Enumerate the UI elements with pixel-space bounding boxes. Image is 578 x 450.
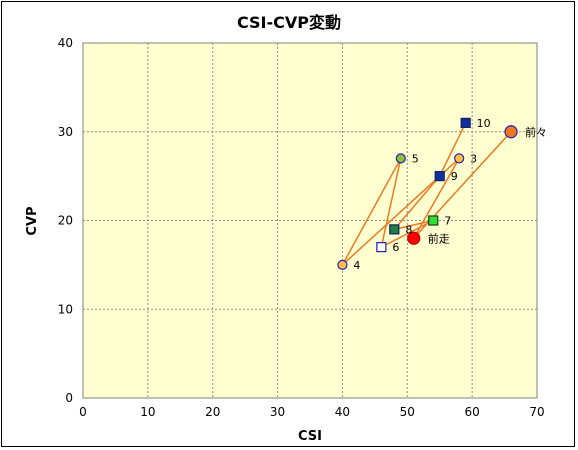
y-tick-label: 40	[58, 36, 73, 50]
x-tick-label: 30	[270, 405, 285, 419]
data-label: 7	[444, 215, 451, 228]
chart-title: CSI-CVP変動	[237, 13, 341, 32]
x-tick-label: 0	[79, 405, 87, 419]
data-point	[389, 224, 400, 235]
x-tick-label: 70	[529, 405, 544, 419]
data-point	[337, 259, 348, 270]
y-tick-label: 30	[58, 125, 73, 139]
y-tick-label: 20	[58, 214, 73, 228]
data-label: 6	[392, 241, 399, 254]
y-tick-label: 10	[58, 302, 73, 316]
data-label: 10	[477, 117, 491, 130]
data-point	[407, 231, 421, 245]
data-points	[337, 117, 518, 270]
y-tick-label: 0	[65, 391, 73, 405]
data-label: 3	[470, 152, 477, 165]
x-tick-label: 10	[140, 405, 155, 419]
data-point	[460, 117, 471, 128]
data-label: 前々	[525, 125, 547, 139]
x-tick-label: 40	[335, 405, 350, 419]
series-path	[341, 122, 512, 266]
data-label: 4	[353, 259, 360, 272]
data-point	[428, 215, 439, 226]
data-label: 前走	[428, 231, 450, 245]
x-tick-label: 60	[465, 405, 480, 419]
data-label: 9	[451, 170, 458, 183]
data-label: 5	[412, 152, 419, 165]
grid	[83, 43, 537, 398]
data-label: 8	[405, 223, 412, 236]
data-point	[395, 153, 406, 164]
data-point	[376, 242, 387, 253]
x-axis-label: CSI	[298, 429, 322, 444]
data-point	[504, 125, 518, 139]
x-tick-label: 50	[400, 405, 415, 419]
tick-labels: 0 10 20 30 40 50 60 70 0 10 20 30 40	[58, 36, 545, 419]
series-line	[341, 122, 512, 266]
data-point	[434, 171, 445, 182]
y-axis-label: CVP	[25, 206, 40, 235]
plot-area	[82, 42, 538, 399]
data-point	[454, 153, 465, 164]
x-tick-label: 20	[205, 405, 220, 419]
